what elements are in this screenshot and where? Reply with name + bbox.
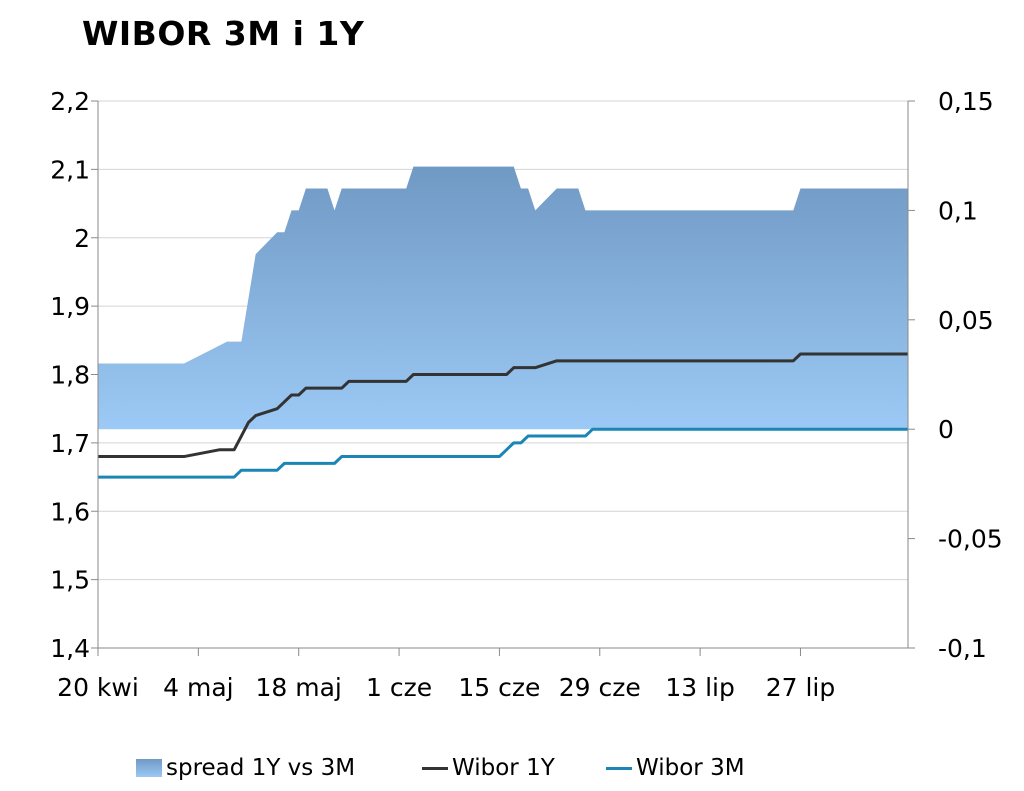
- area-layer: [98, 166, 908, 430]
- legend-label-spread: spread 1Y vs 3M: [166, 755, 356, 781]
- chart-title: WIBOR 3M i 1Y: [82, 14, 365, 53]
- x-tick-label: 4 maj: [163, 673, 233, 702]
- y-left-tick-label: 1,6: [50, 497, 90, 526]
- x-tick-label: 18 maj: [256, 673, 342, 702]
- legend-label-wibor-1y: Wibor 1Y: [452, 755, 555, 781]
- y-right-tick-label: 0,15: [938, 87, 994, 116]
- y-left-tick-label: 1,7: [50, 429, 90, 458]
- y-left-tick-label: 1,8: [50, 361, 90, 390]
- x-tick-label: 13 lip: [665, 673, 735, 702]
- line-layer: [98, 352, 908, 479]
- y-right-tick-label: 0: [938, 415, 954, 444]
- y-left-tick-label: 1,4: [50, 634, 90, 663]
- legend-label-wibor-3m: Wibor 3M: [636, 755, 745, 781]
- y-right-tick-label: 0,1: [938, 196, 978, 225]
- legend-item-wibor-3m: Wibor 3M: [606, 748, 745, 788]
- y-right-tick-label: -0,1: [938, 634, 987, 663]
- y-right-tick-label: -0,05: [938, 525, 1003, 554]
- legend: spread 1Y vs 3M Wibor 1Y Wibor 3M: [0, 748, 1024, 788]
- y-left-tick-label: 2,2: [50, 87, 90, 116]
- y-left-tick-label: 1,5: [50, 566, 90, 595]
- legend-swatch-wibor-1y: [422, 766, 448, 770]
- x-tick-label: 29 cze: [559, 673, 641, 702]
- y-left-tick-label: 2: [74, 224, 90, 253]
- axis-layer: [91, 100, 915, 656]
- x-tick-label: 20 kwi: [57, 673, 139, 702]
- x-tick-label: 1 cze: [366, 673, 432, 702]
- wibor-1y-line: [98, 352, 908, 459]
- y-right-tick-label: 0,05: [938, 306, 994, 335]
- y-left-tick-label: 1,9: [50, 292, 90, 321]
- x-tick-label: 15 cze: [458, 673, 540, 702]
- y-left-tick-label: 2,1: [50, 155, 90, 184]
- label-layer: 1,4 1,5 1,6 1,7 1,8 1,9 2 2,1 2,2 -0,1 -0,05 0 0,05 0…: [50, 87, 1002, 702]
- legend-item-wibor-1y: Wibor 1Y: [422, 748, 555, 788]
- spread-area: [98, 166, 908, 430]
- legend-swatch-spread: [136, 759, 162, 777]
- legend-swatch-wibor-3m: [606, 766, 632, 770]
- x-tick-label: 27 lip: [766, 673, 836, 702]
- legend-item-spread: spread 1Y vs 3M: [136, 748, 355, 788]
- wibor-3m-line: [98, 427, 908, 479]
